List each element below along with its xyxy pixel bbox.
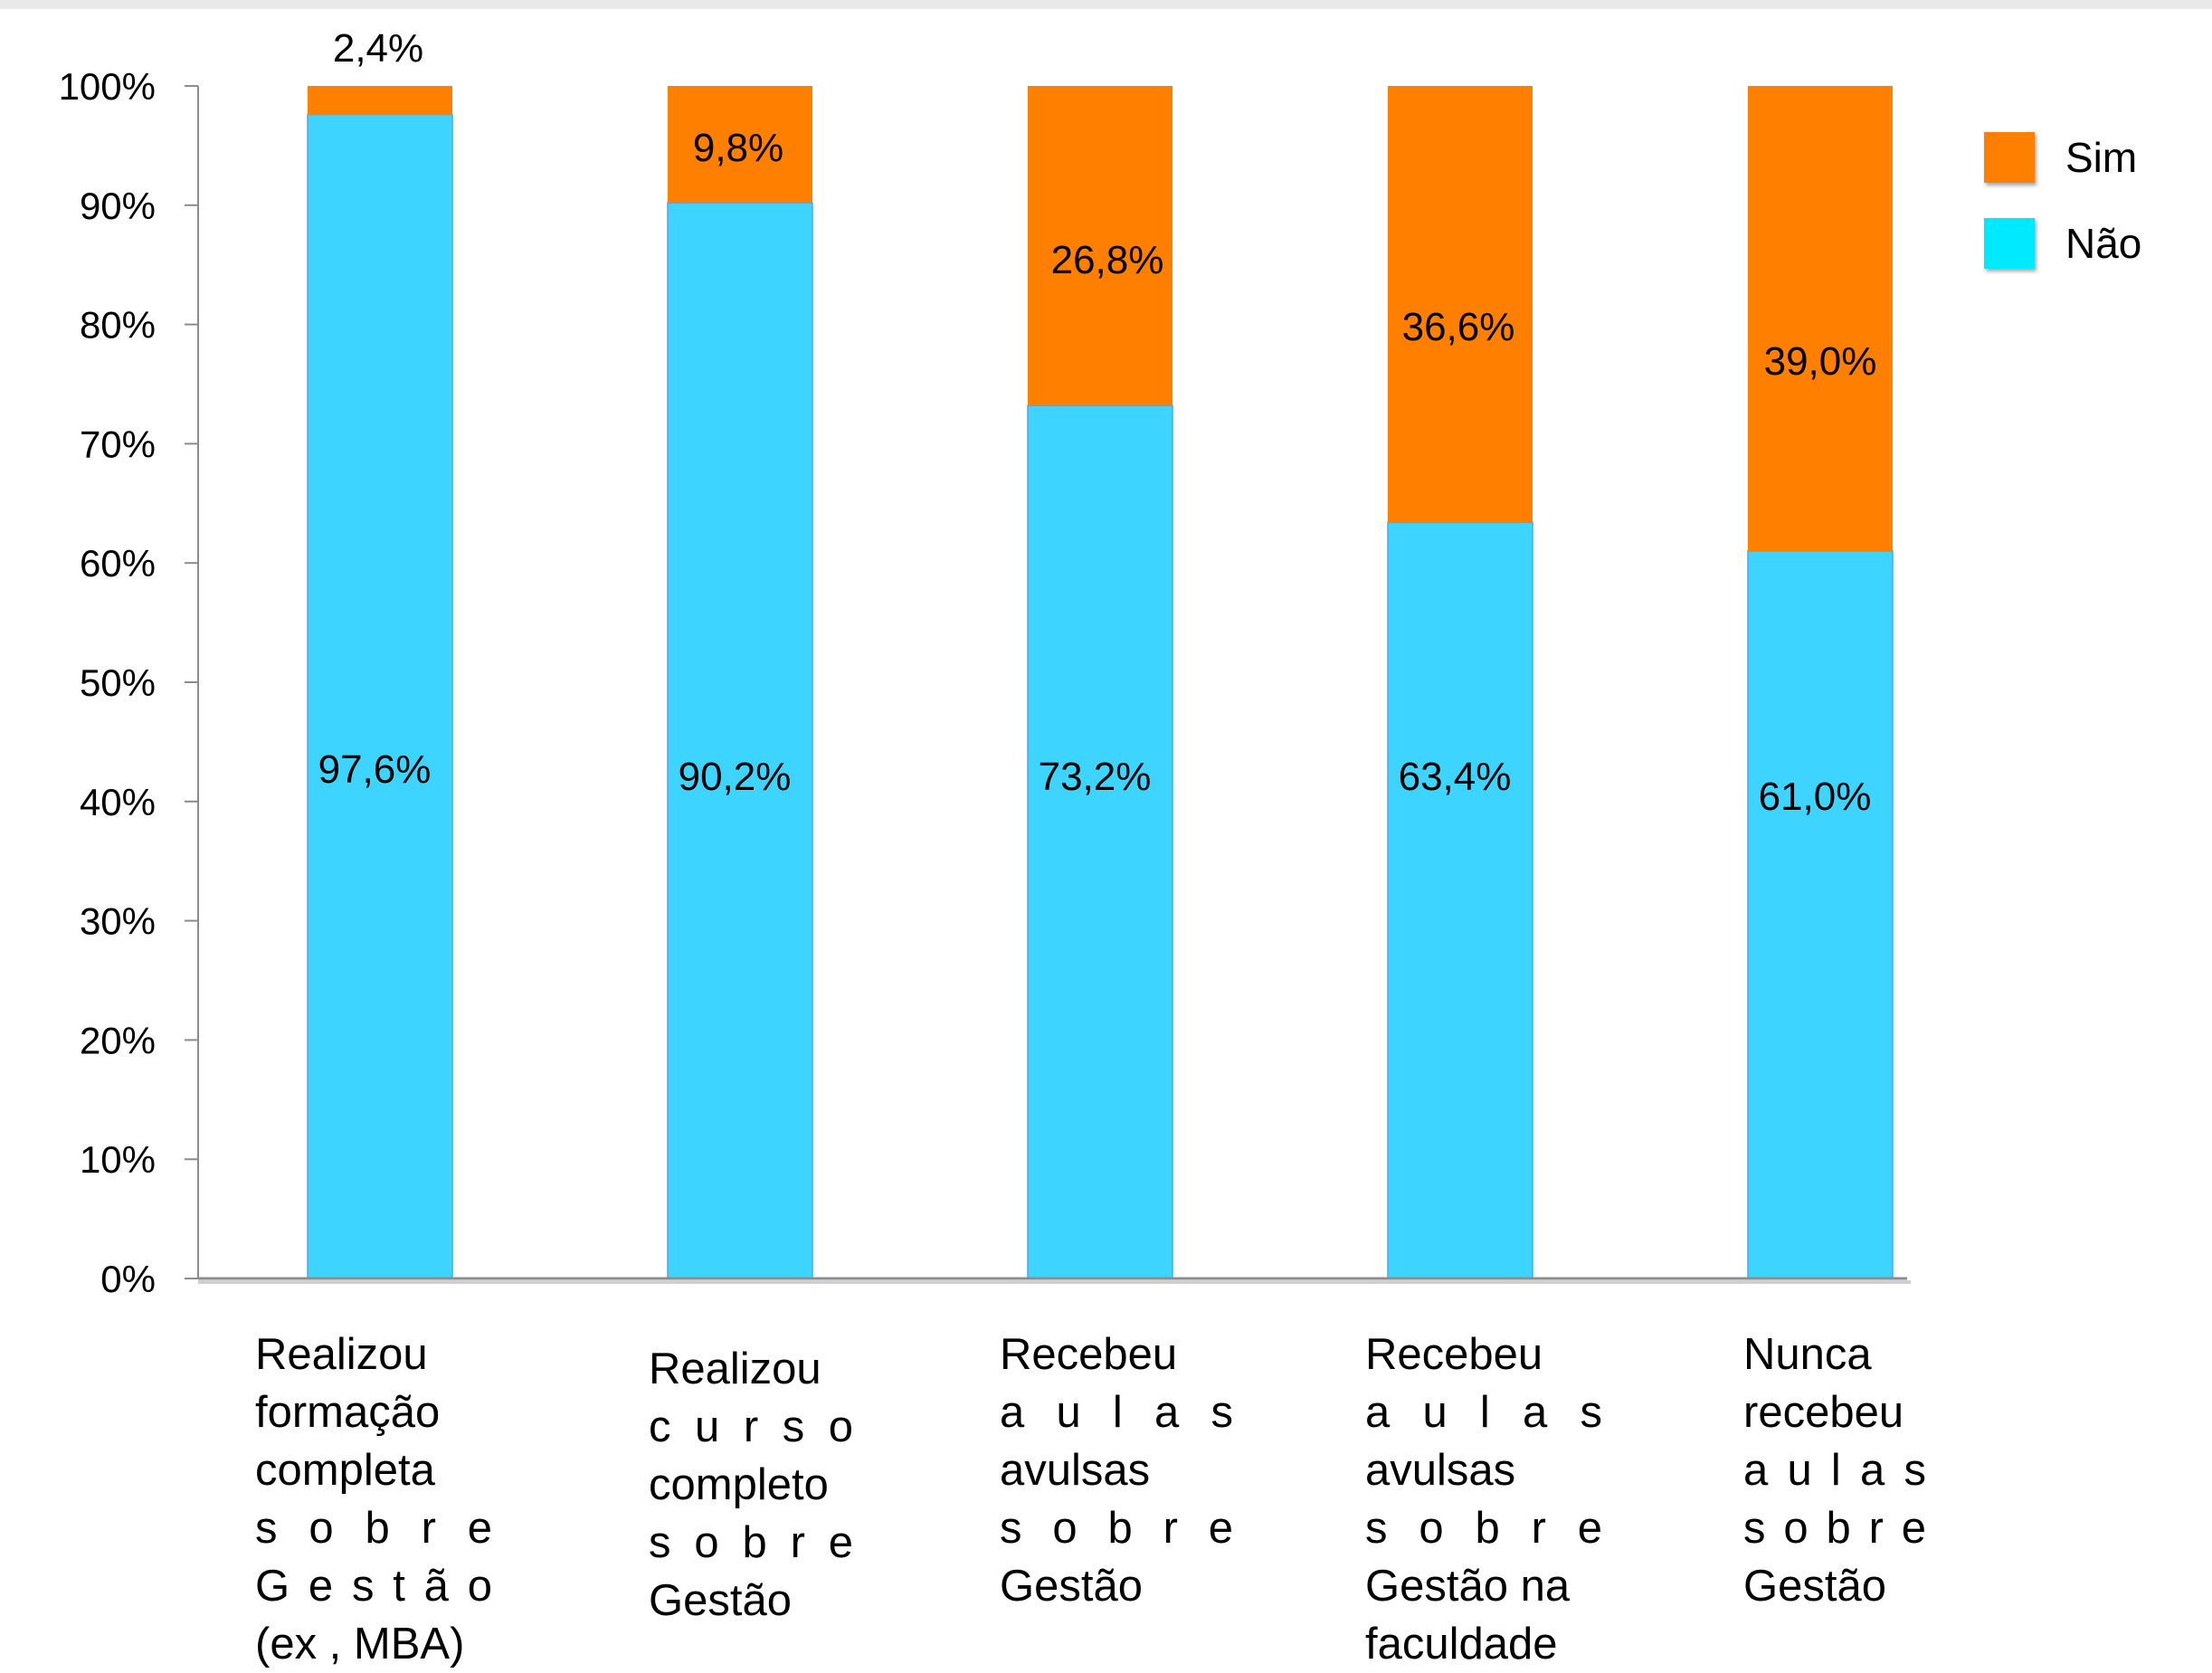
bar-sim xyxy=(308,86,452,115)
bar-nao xyxy=(1747,550,1894,1279)
category-label-line: Gestão xyxy=(1000,1562,1143,1611)
category-label-line: a u l a s xyxy=(1000,1388,1233,1437)
y-tick-label: 10% xyxy=(80,1138,156,1181)
legend-item-sim: Sim xyxy=(1984,132,2137,183)
y-tick-label: 100% xyxy=(59,65,156,108)
legend-swatch-nao xyxy=(1984,218,2035,269)
y-tick-label: 40% xyxy=(80,781,156,823)
category-label-line: (ex , MBA) xyxy=(255,1620,465,1668)
category-label-line: formação xyxy=(255,1388,441,1437)
category-label-line: G e s t ã o xyxy=(255,1562,492,1611)
top-strip xyxy=(0,0,2212,9)
y-tick-label: 80% xyxy=(80,304,156,347)
y-axis: 0% 10% 20% 30% 40% 50% 60% 70% 80% 90% 100% xyxy=(59,65,199,1300)
category-label-line: completa xyxy=(255,1446,435,1495)
category-label-line: a u l a s xyxy=(1365,1388,1602,1437)
category-label-line: Recebeu xyxy=(1000,1330,1178,1379)
data-label-nao: 63,4% xyxy=(1399,755,1512,799)
bar-nao xyxy=(667,202,813,1279)
category-label-line: Gestão na xyxy=(1365,1562,1571,1611)
y-tick-label: 70% xyxy=(80,423,156,465)
category-label-line: Nunca xyxy=(1743,1330,1872,1379)
data-label-nao: 73,2% xyxy=(1039,755,1152,799)
bar-nao xyxy=(307,113,453,1279)
category-label: Recebeu a u l a s avulsas s o b r e Gestão n… xyxy=(1365,1326,1602,1673)
category-label-line: avulsas xyxy=(1365,1446,1516,1495)
y-tick-label: 0% xyxy=(100,1258,156,1300)
legend-label-nao: Não xyxy=(2065,220,2142,267)
data-label-nao: 97,6% xyxy=(318,747,432,792)
category-label-line: Recebeu xyxy=(1365,1330,1543,1379)
bar-sim xyxy=(1028,86,1172,406)
y-tick-label: 90% xyxy=(80,185,156,227)
data-label-sim: 26,8% xyxy=(1051,238,1164,282)
category-label-line: recebeu xyxy=(1743,1388,1904,1437)
legend-swatch-sim xyxy=(1984,132,2035,183)
y-tick-label: 60% xyxy=(80,542,156,585)
bars: 97,6% 2,4% 90,2% 9,8% 73,2% 26,8% 63,4% 36,6% 61… xyxy=(307,26,1894,1279)
category-label: Nunca recebeu a u l a s s o b r e Gestão xyxy=(1743,1326,1926,1615)
category-label-line: s o b r e xyxy=(1743,1504,1926,1553)
data-label-nao: 61,0% xyxy=(1759,775,1872,819)
category-label-line: Gestão xyxy=(1743,1562,1886,1611)
category-label-line: Realizou xyxy=(255,1330,428,1379)
y-tick-label: 20% xyxy=(80,1019,156,1061)
legend-label-sim: Sim xyxy=(2065,134,2138,181)
category-label-line: Gestão xyxy=(649,1576,792,1625)
category-label: Realizou formação completa s o b r e G e s t… xyxy=(255,1326,492,1673)
bar-nao xyxy=(1027,404,1173,1279)
category-label-line: faculdade xyxy=(1365,1620,1558,1668)
x-axis xyxy=(198,1277,1911,1284)
y-tick-label: 30% xyxy=(80,900,156,943)
category-label-line: avulsas xyxy=(1000,1446,1151,1495)
bar-sim xyxy=(1748,86,1893,552)
category-label-line: s o b r e xyxy=(1000,1504,1233,1553)
category-label: Recebeu a u l a s avulsas s o b r e Gestão xyxy=(1000,1326,1233,1615)
category-label-line: s o b r e xyxy=(1365,1504,1602,1553)
category-label-line: completo xyxy=(649,1460,829,1509)
bar-sim xyxy=(1388,86,1533,523)
bar-sim xyxy=(668,86,812,204)
category-label: Realizou c u r s o completo s o b r e Gestão xyxy=(649,1340,853,1630)
category-label-line: s o b r e xyxy=(255,1504,492,1553)
data-label-sim: 39,0% xyxy=(1764,339,1877,384)
y-tick-label: 50% xyxy=(80,661,156,704)
data-label-sim: 9,8% xyxy=(693,126,783,170)
data-label-nao: 90,2% xyxy=(679,755,792,799)
category-label-line: c u r s o xyxy=(649,1402,853,1451)
category-label-line: s o b r e xyxy=(649,1518,853,1567)
data-label-sim: 36,6% xyxy=(1402,305,1515,349)
category-label-line: a u l a s xyxy=(1743,1446,1926,1495)
data-label-sim: 2,4% xyxy=(333,26,423,71)
bar-nao xyxy=(1387,521,1533,1279)
legend-item-nao: Não xyxy=(1984,218,2141,269)
category-label-line: Realizou xyxy=(649,1345,821,1393)
